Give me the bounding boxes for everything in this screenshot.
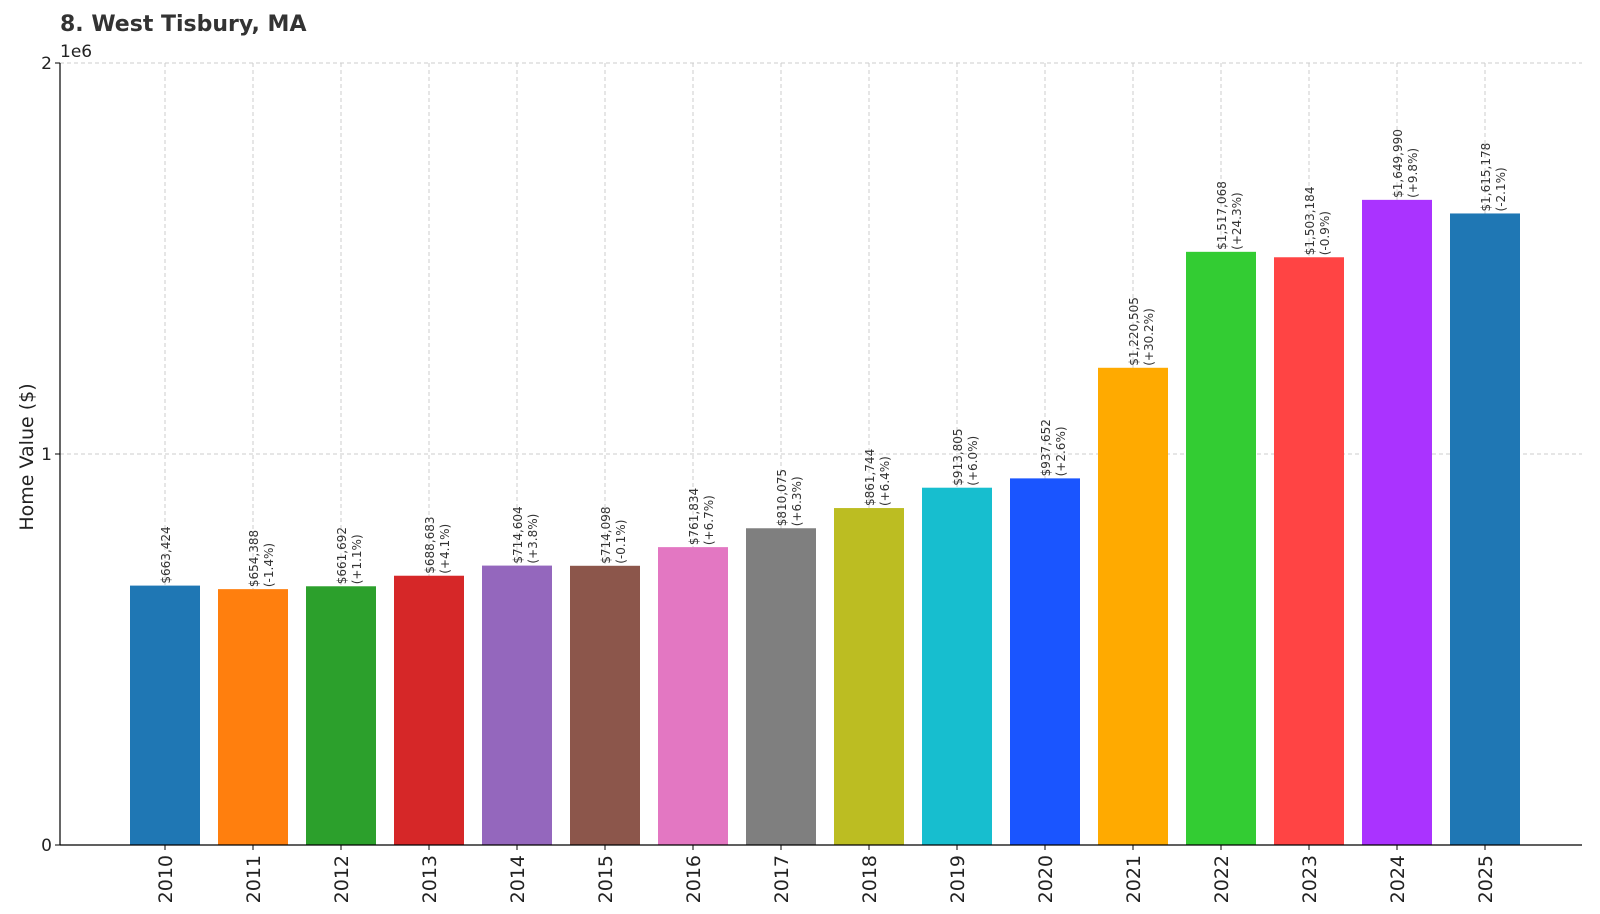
bars (130, 199, 1520, 846)
data-labels: $663,424 $654,388(-1.4%) $661,692(+1.1%) $6… (159, 129, 1508, 587)
change-label: (+4.1%) (438, 524, 452, 574)
y-tick-label: 2 (41, 54, 52, 74)
data-label-2020: $937,652(+2.6%) (1039, 419, 1068, 476)
data-label-2022: $1,517,068(+24.3%) (1215, 181, 1244, 250)
data-label-2012: $661,692(+1.1%) (335, 527, 364, 584)
change-label: (+1.1%) (350, 534, 364, 584)
change-label: (+6.3%) (790, 476, 804, 526)
value-label: $1,503,184 (1303, 187, 1317, 256)
x-tick-label-2018: 2018 (859, 855, 881, 903)
bar-2015 (570, 565, 640, 845)
x-tick-label-2023: 2023 (1299, 855, 1321, 903)
y-axis-label: Home Value ($) (16, 383, 38, 530)
value-label: $1,615,178 (1479, 143, 1493, 212)
change-label: (+6.0%) (966, 436, 980, 486)
bar-2012 (306, 586, 376, 845)
x-tick-label-2017: 2017 (771, 855, 793, 903)
x-tick-label-2010: 2010 (155, 855, 177, 903)
data-label-2016: $761,834(+6.7%) (687, 488, 716, 545)
data-label-2013: $688,683(+4.1%) (423, 516, 452, 573)
change-label: (-2.1%) (1494, 167, 1508, 211)
bar-2010 (130, 585, 200, 845)
x-tick-label-2012: 2012 (331, 855, 353, 903)
x-tick-label-2016: 2016 (683, 855, 705, 903)
data-label-2014: $714,604(+3.8%) (511, 506, 540, 563)
bar-2014 (482, 565, 552, 845)
bar-2020 (1010, 478, 1080, 845)
y-tick-label: 1 (41, 445, 52, 465)
value-label: $861,744 (863, 449, 877, 506)
data-label-2021: $1,220,505(+30.2%) (1127, 297, 1156, 366)
data-label-2023: $1,503,184(-0.9%) (1303, 187, 1332, 256)
x-tick-label-2022: 2022 (1211, 855, 1233, 903)
grid-lines (60, 62, 1582, 845)
x-tick-label-2024: 2024 (1387, 855, 1409, 903)
change-label: (-0.1%) (614, 520, 628, 564)
value-label: $661,692 (335, 527, 349, 584)
change-label: (+9.8%) (1406, 148, 1420, 198)
x-tick-label-2019: 2019 (947, 855, 969, 903)
bar-2023 (1274, 257, 1344, 845)
change-label: (+6.7%) (702, 495, 716, 545)
change-label: (-1.4%) (262, 543, 276, 587)
bar-2021 (1098, 367, 1168, 845)
bar-2024 (1362, 199, 1432, 846)
value-label: $714,604 (511, 506, 525, 563)
x-tick-label-2013: 2013 (419, 855, 441, 903)
data-label-2011: $654,388(-1.4%) (247, 530, 276, 587)
change-label: (+24.3%) (1230, 192, 1244, 250)
value-label: $654,388 (247, 530, 261, 587)
y-tick-label: 0 (41, 836, 52, 856)
data-label-2019: $913,805(+6.0%) (951, 428, 980, 485)
data-label-2018: $861,744(+6.4%) (863, 449, 892, 506)
bar-2022 (1186, 251, 1256, 845)
change-label: (+2.6%) (1054, 426, 1068, 476)
change-label: (+6.4%) (878, 456, 892, 506)
y-offset-label: 1e6 (60, 42, 92, 62)
bar-2011 (218, 589, 288, 845)
x-tick-label-2015: 2015 (595, 855, 617, 903)
change-label: (-0.9%) (1318, 211, 1332, 255)
x-tick-label-2014: 2014 (507, 855, 529, 903)
axes: 0 1 2 1e6 2010 2011 2012 2013 2014 2015 2016 2017 20… (16, 42, 1582, 903)
value-label: $1,220,505 (1127, 297, 1141, 366)
x-tick-label-2011: 2011 (243, 855, 265, 903)
data-label-2010: $663,424 (159, 526, 173, 583)
x-tick-label-2021: 2021 (1123, 855, 1145, 903)
bar-2017 (746, 528, 816, 845)
chart-title: 8. West Tisbury, MA (60, 12, 307, 37)
data-label-2025: $1,615,178(-2.1%) (1479, 143, 1508, 212)
change-label: (+3.8%) (526, 514, 540, 564)
data-label-2017: $810,075(+6.3%) (775, 469, 804, 526)
bar-2013 (394, 575, 464, 845)
change-label: (+30.2%) (1142, 308, 1156, 366)
bar-2016 (658, 547, 728, 845)
value-label: $688,683 (423, 516, 437, 573)
value-label: $761,834 (687, 488, 701, 545)
x-tick-label-2020: 2020 (1035, 855, 1057, 903)
bar-2025 (1450, 213, 1520, 846)
x-tick-label-2025: 2025 (1475, 855, 1497, 903)
value-label: $810,075 (775, 469, 789, 526)
value-label: $663,424 (159, 526, 173, 583)
value-label: $714,098 (599, 507, 613, 564)
bar-2018 (834, 508, 904, 845)
data-label-2015: $714,098(-0.1%) (599, 507, 628, 564)
value-label: $1,649,990 (1391, 129, 1405, 198)
data-label-2024: $1,649,990(+9.8%) (1391, 129, 1420, 198)
value-label: $937,652 (1039, 419, 1053, 476)
value-label: $1,517,068 (1215, 181, 1229, 250)
bar-2019 (922, 487, 992, 845)
value-label: $913,805 (951, 428, 965, 485)
